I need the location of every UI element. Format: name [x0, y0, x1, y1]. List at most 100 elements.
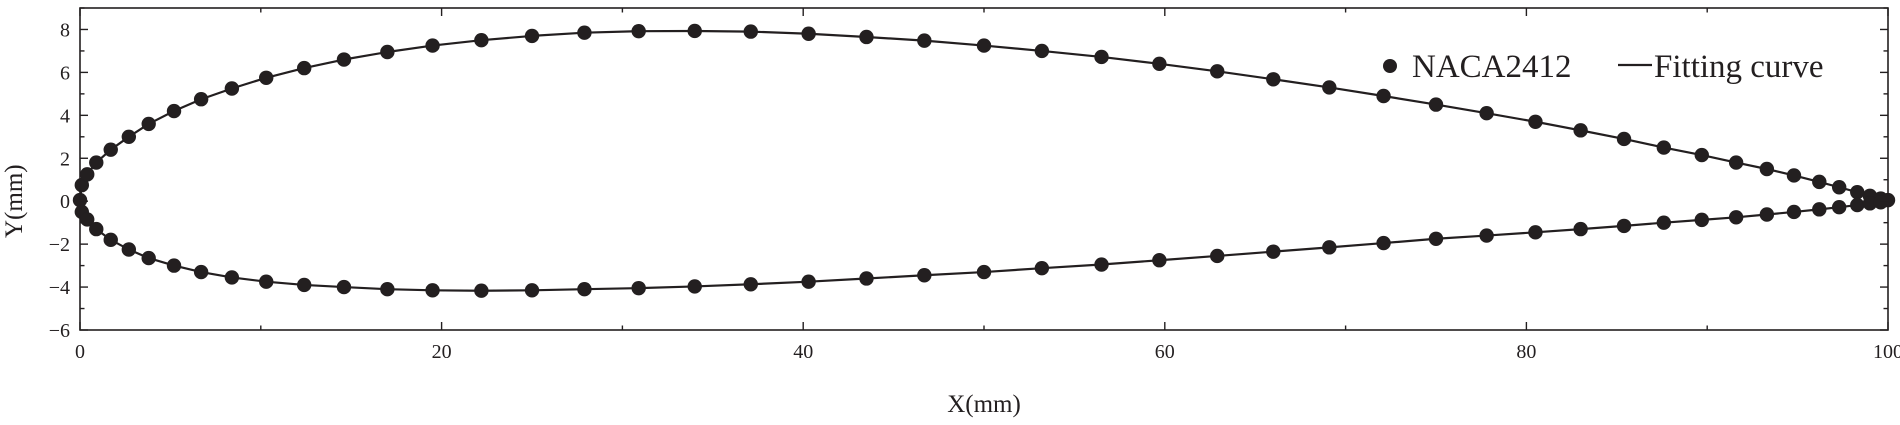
- data-point-lower: [1831, 200, 1847, 215]
- data-point-lower: [121, 242, 137, 257]
- data-point-upper: [1850, 184, 1865, 200]
- data-point-lower: [474, 283, 489, 298]
- data-point-lower: [1479, 228, 1494, 243]
- data-point-upper: [1831, 180, 1847, 195]
- tick-labels-layer: 0 20 40 60 80 100 −6 −4 −2 0 2 4 6 8: [49, 19, 1900, 363]
- data-point-upper: [80, 167, 95, 182]
- data-point-upper: [193, 92, 209, 107]
- data-point-upper: [1694, 147, 1709, 163]
- data-point-lower: [103, 232, 118, 248]
- y-tick-label: 8: [60, 19, 70, 41]
- data-point-upper: [1786, 168, 1802, 183]
- data-point-upper: [687, 23, 702, 39]
- data-point-lower: [1322, 240, 1337, 255]
- data-point-lower: [631, 280, 646, 296]
- data-point-upper: [1034, 43, 1050, 59]
- data-point-lower: [1759, 207, 1775, 222]
- x-tick-label: 20: [432, 341, 452, 363]
- data-point-lower: [577, 282, 592, 297]
- fitting-curve-layer: [78, 29, 1889, 292]
- data-point-upper: [1094, 49, 1109, 65]
- y-tick-label: 4: [60, 105, 70, 127]
- data-point-upper: [1656, 140, 1672, 155]
- data-point-lower: [1266, 244, 1281, 259]
- data-point-upper: [1210, 64, 1225, 79]
- data-point-upper: [1759, 161, 1775, 177]
- y-tick-label: −4: [49, 277, 70, 299]
- data-point-lower: [380, 282, 395, 297]
- legend-point-label: NACA2412: [1412, 49, 1572, 85]
- x-axis-title: X(mm): [947, 391, 1021, 418]
- data-point-upper: [425, 38, 440, 53]
- data-point-lower: [917, 268, 932, 283]
- data-point-upper: [121, 129, 137, 144]
- data-point-lower: [1616, 218, 1632, 234]
- data-point-upper: [1152, 56, 1167, 72]
- y-axis-title: Y(mm): [1, 164, 28, 238]
- data-point-lower: [687, 279, 702, 294]
- y-tick-label: −6: [49, 320, 70, 342]
- data-point-lower: [1656, 215, 1672, 230]
- data-point-lower: [166, 258, 182, 273]
- x-tick-label: 80: [1516, 341, 1536, 363]
- data-point-lower: [1210, 248, 1225, 264]
- data-point-upper: [1376, 88, 1391, 104]
- y-tick-label: −2: [49, 234, 70, 256]
- data-point-lower: [1786, 204, 1802, 220]
- data-point-lower: [801, 274, 816, 289]
- data-point-lower: [1094, 257, 1109, 272]
- axis-ticks-layer: [79, 7, 1889, 331]
- y-tick-label: 2: [60, 148, 70, 170]
- data-point-upper: [1812, 174, 1827, 190]
- data-point-lower: [193, 264, 209, 280]
- data-point-lower: [1034, 260, 1050, 276]
- fitting-curve-upper: [78, 29, 1889, 202]
- data-point-upper: [474, 33, 489, 48]
- data-point-lower: [743, 277, 758, 292]
- data-point-upper: [976, 38, 992, 53]
- data-point-lower: [1728, 210, 1744, 225]
- data-point-upper: [336, 52, 352, 67]
- data-point-lower: [1152, 253, 1167, 268]
- data-point-upper: [259, 70, 274, 85]
- data-point-upper: [524, 28, 540, 44]
- data-point-lower: [976, 264, 992, 280]
- data-point-upper: [1479, 105, 1494, 121]
- data-point-lower: [1812, 202, 1827, 217]
- data-point-upper: [1266, 72, 1281, 87]
- data-point-upper: [1428, 97, 1444, 112]
- plot-frame: [79, 7, 1889, 331]
- data-point-lower: [141, 250, 156, 266]
- data-point-lower: [336, 279, 352, 295]
- data-point-lower: [296, 277, 312, 293]
- data-point-upper: [103, 142, 118, 157]
- data-point-lower: [1873, 195, 1888, 210]
- data-point-upper: [1322, 80, 1337, 95]
- x-tick-label: 60: [1155, 341, 1175, 363]
- data-point-lower: [1528, 225, 1543, 240]
- data-point-lower: [1428, 231, 1444, 246]
- data-point-upper: [917, 33, 932, 48]
- y-tick-label: 6: [60, 62, 70, 84]
- x-tick-label: 0: [75, 341, 85, 363]
- data-point-lower: [1573, 221, 1588, 237]
- legend-line-label: Fitting curve: [1654, 49, 1824, 85]
- data-point-lower: [1694, 212, 1709, 228]
- data-point-lower: [859, 271, 874, 286]
- data-point-lower: [259, 274, 274, 289]
- data-point-upper: [74, 177, 90, 193]
- data-point-upper: [859, 29, 874, 45]
- data-point-upper: [166, 103, 182, 119]
- data-point-lower: [524, 283, 540, 298]
- data-point-upper: [380, 44, 395, 60]
- data-point-upper: [801, 26, 816, 41]
- x-tick-label: 100: [1873, 341, 1900, 363]
- data-point-lower: [1862, 196, 1878, 211]
- y-tick-label: 0: [60, 191, 70, 213]
- data-point-lower: [89, 221, 104, 237]
- data-point-lower: [1850, 197, 1865, 213]
- data-point-upper: [577, 25, 592, 40]
- data-point-upper: [1616, 131, 1632, 147]
